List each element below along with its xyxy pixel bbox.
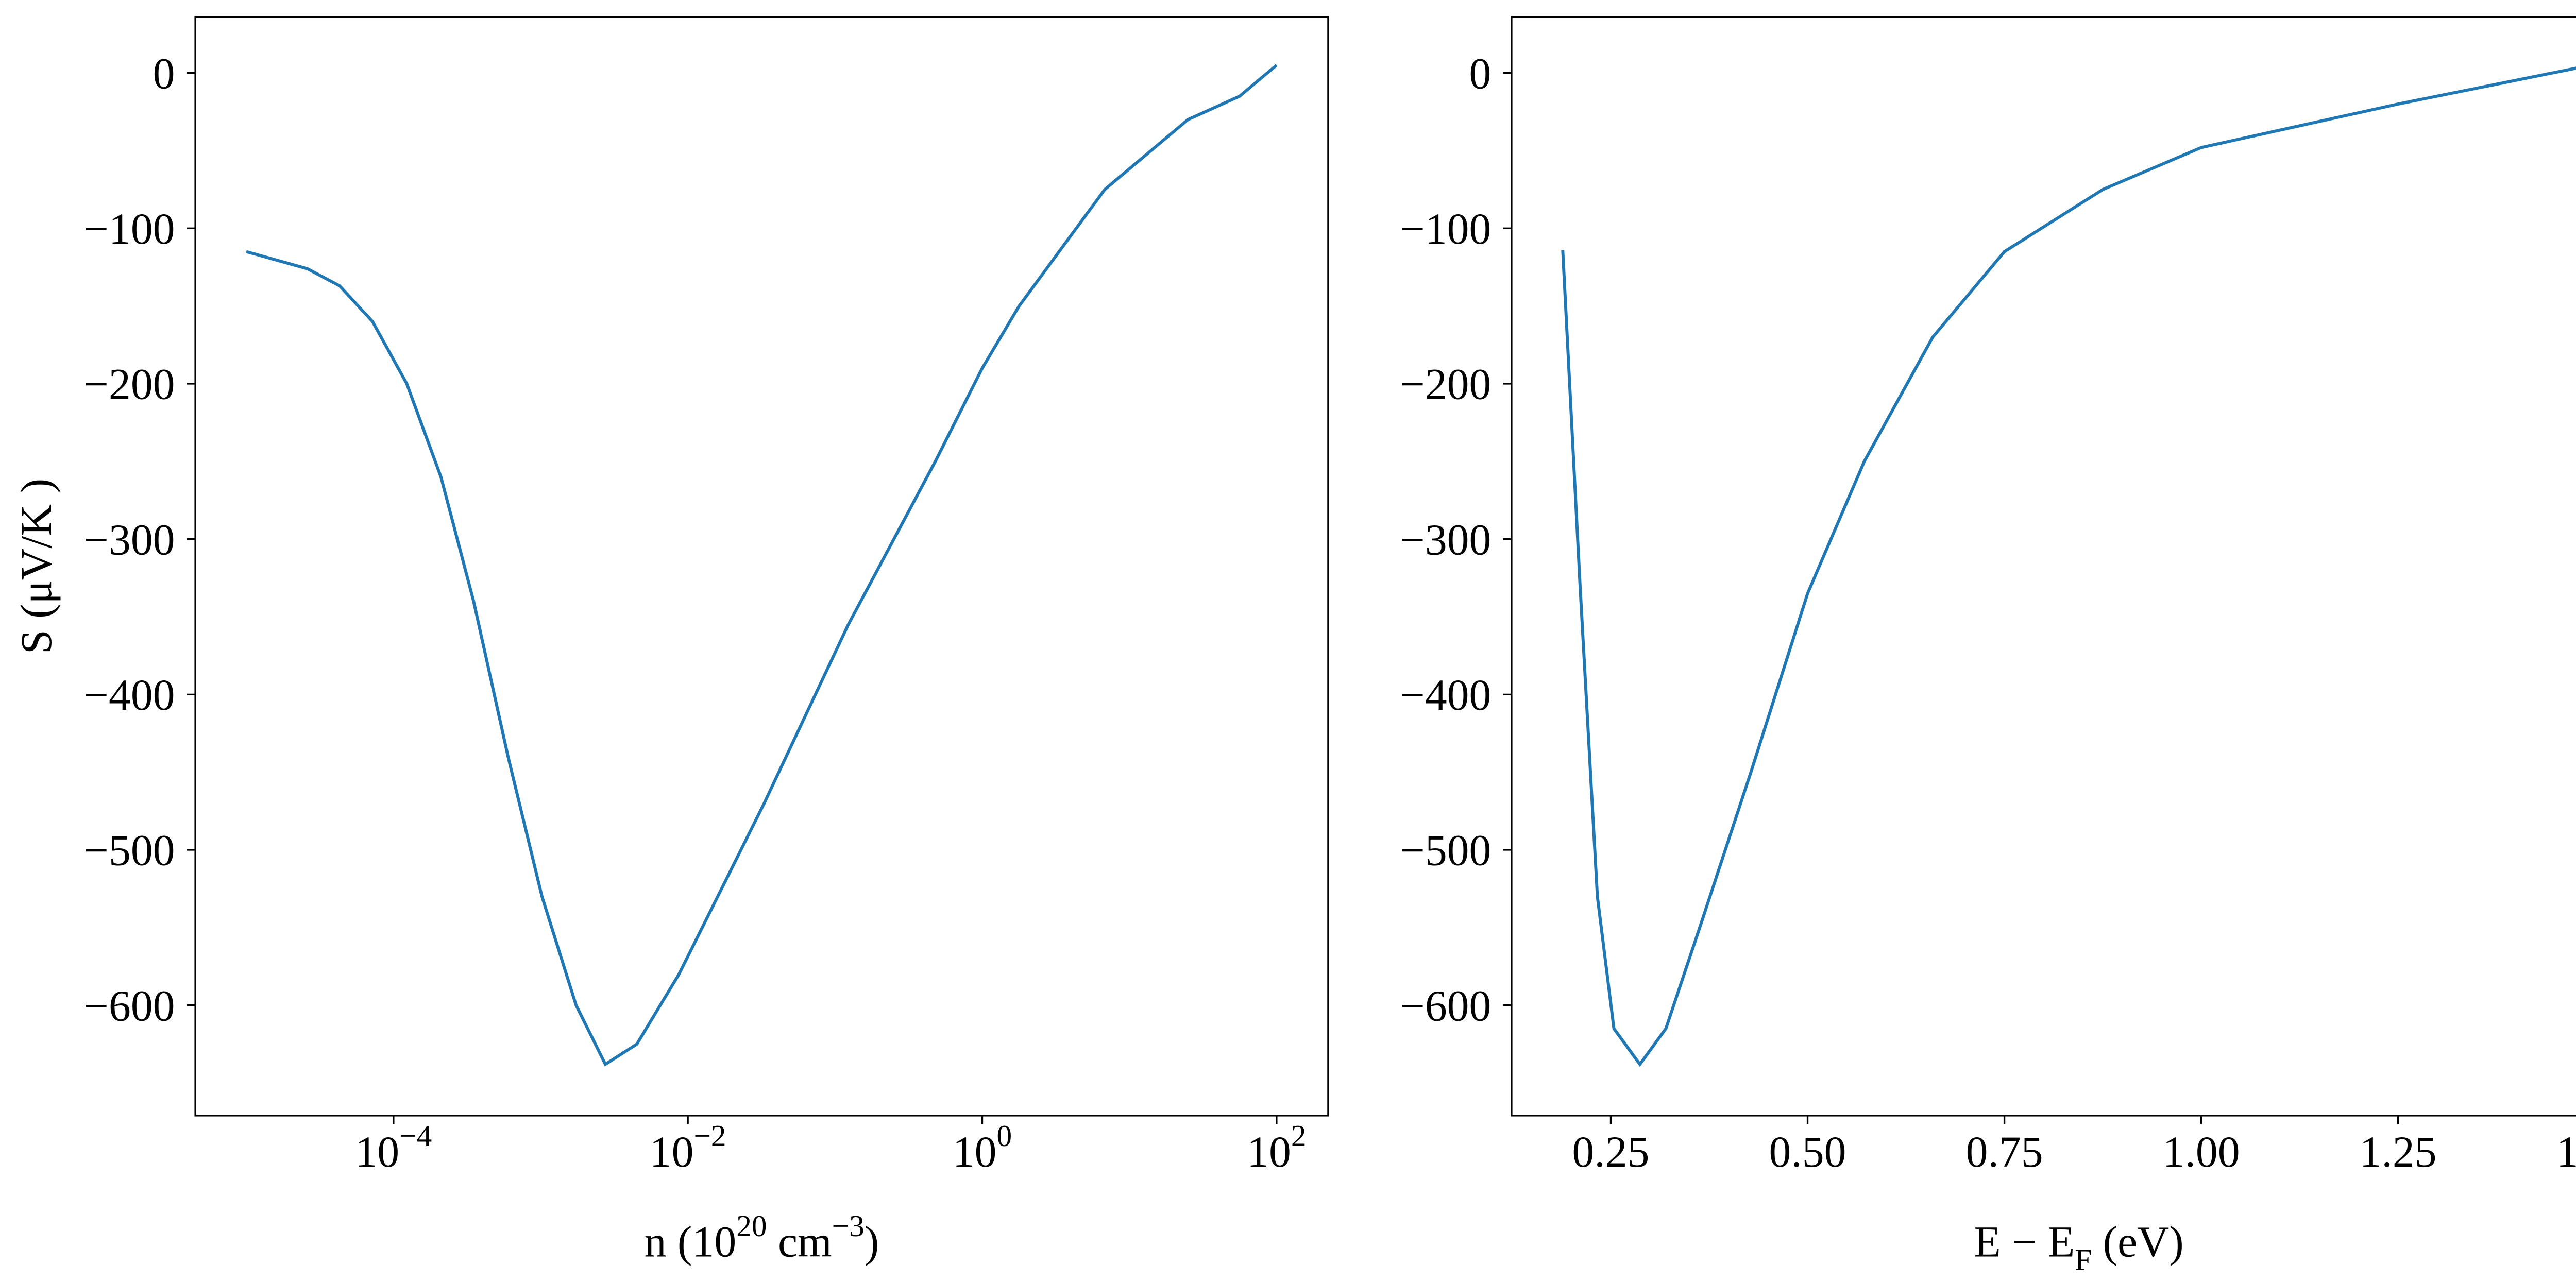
- x-axis-label-part: n (10: [645, 1218, 737, 1267]
- plot-frame: [1511, 16, 2576, 1117]
- x-axis-label-part: ): [865, 1218, 879, 1267]
- x-axis-label-part: 20: [736, 1209, 767, 1243]
- x-tick-base: 10: [953, 1127, 997, 1176]
- x-axis-label: E − EF (eV): [1974, 1218, 2183, 1277]
- x-axis-label: n (1020 cm−3): [645, 1209, 879, 1267]
- x-tick-base: 0.75: [1966, 1127, 2043, 1176]
- y-tick-label: −400: [84, 671, 175, 720]
- y-axis-label: S (μV/K ): [12, 478, 61, 654]
- x-tick-base: 10: [355, 1127, 399, 1176]
- y-tick-label: 0: [1469, 49, 1492, 98]
- y-tick-label: −200: [84, 360, 175, 409]
- x-tick-base: 1.00: [2163, 1127, 2240, 1176]
- x-axis-label-part: cm: [767, 1218, 832, 1267]
- data-line: [246, 64, 1278, 1067]
- x-tick-base: 10: [650, 1127, 694, 1176]
- y-tick-label: 0: [153, 49, 175, 98]
- x-tick-label: 10−4: [355, 1119, 432, 1176]
- y-tick-label: −100: [1400, 204, 1491, 253]
- y-tick-label: −500: [84, 826, 175, 875]
- x-tick-base: 0.50: [1769, 1127, 1846, 1176]
- x-tick-label: 1.25: [2360, 1127, 2437, 1176]
- y-tick-label: −600: [84, 981, 175, 1030]
- plot-frame: [194, 16, 1329, 1117]
- x-tick-label: 0.50: [1769, 1127, 1846, 1176]
- data-line: [1561, 66, 2576, 1067]
- x-tick-label: 10−2: [650, 1119, 726, 1176]
- x-axis-label-part: (eV): [2092, 1218, 2183, 1267]
- x-tick-label: 102: [1247, 1119, 1306, 1176]
- x-tick-label: 0.75: [1966, 1127, 2043, 1176]
- x-tick-exponent: −2: [693, 1119, 726, 1153]
- x-tick-exponent: 0: [997, 1119, 1012, 1153]
- y-tick-label: −500: [1400, 826, 1491, 875]
- x-tick-label: 1.00: [2163, 1127, 2240, 1176]
- x-axis-label-part: E − E: [1974, 1218, 2075, 1267]
- y-tick-label: −200: [1400, 360, 1491, 409]
- x-axis-label-part: F: [2075, 1243, 2092, 1277]
- x-tick-label: 0.25: [1572, 1127, 1649, 1176]
- x-tick-base: 10: [1247, 1127, 1291, 1176]
- x-axis-label-part: −3: [832, 1209, 865, 1243]
- y-tick-label: −300: [1400, 515, 1491, 564]
- x-tick-base: 0.25: [1572, 1127, 1649, 1176]
- x-tick-label: 100: [953, 1119, 1012, 1176]
- x-tick-base: 1.25: [2360, 1127, 2437, 1176]
- y-tick-label: −400: [1400, 671, 1491, 720]
- y-tick-label: −600: [1400, 981, 1491, 1030]
- y-tick-label: −300: [84, 515, 175, 564]
- x-tick-exponent: −4: [399, 1119, 432, 1153]
- x-tick-base: 1.50: [2556, 1127, 2576, 1176]
- x-tick-label: 1.50: [2556, 1127, 2576, 1176]
- x-tick-exponent: 2: [1291, 1119, 1307, 1153]
- y-tick-label: −100: [84, 204, 175, 253]
